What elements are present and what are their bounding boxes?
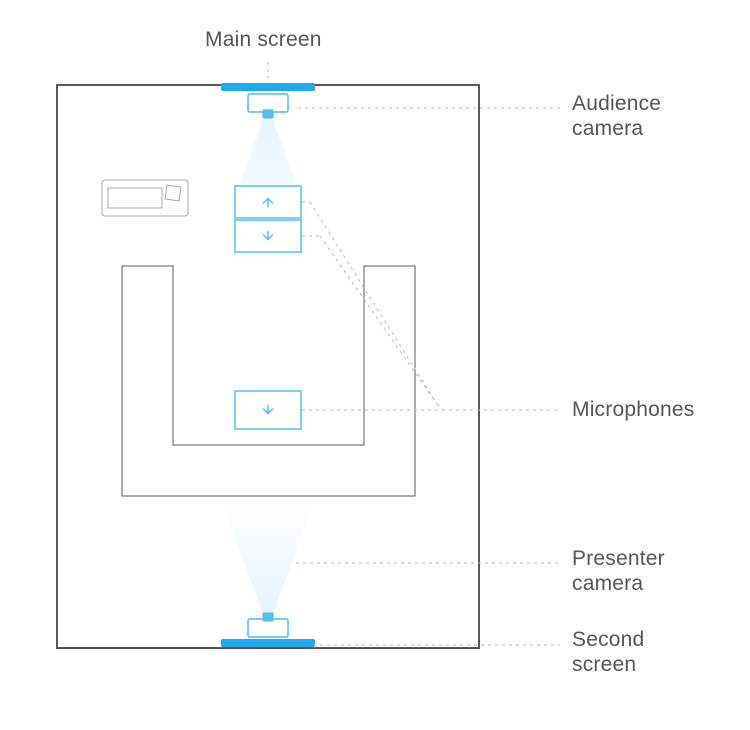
microphones-group	[235, 186, 301, 429]
label-microphones: Microphones	[572, 397, 694, 422]
leader-mic_diag_a	[310, 202, 437, 404]
microphone-1	[235, 186, 301, 218]
leader-mic_diag_b	[320, 236, 437, 404]
second-screen	[221, 639, 315, 647]
presenter-camera	[248, 613, 288, 637]
audience-camera	[248, 94, 288, 118]
label-audience-camera: Audience camera	[572, 91, 661, 141]
presenter-camera-beam	[223, 504, 313, 628]
conference-table	[122, 266, 415, 496]
microphone-2	[235, 220, 301, 252]
microphone-3	[235, 391, 301, 429]
leader-lines	[268, 62, 560, 645]
equipment-unit	[102, 180, 188, 216]
leader-mic_join	[437, 404, 443, 410]
label-second-screen: Second screen	[572, 627, 644, 677]
label-main-screen: Main screen	[205, 27, 322, 52]
label-presenter-camera: Presenter camera	[572, 546, 665, 596]
main-screen	[221, 83, 315, 91]
